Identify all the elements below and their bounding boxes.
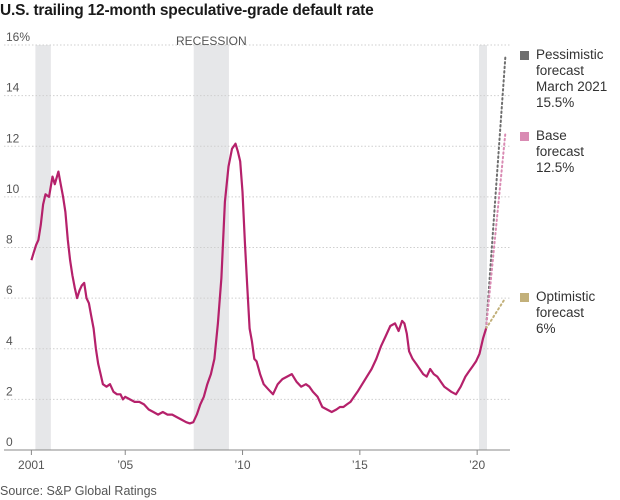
- chart-title: U.S. trailing 12-month speculative-grade…: [0, 2, 374, 19]
- x-tick-label: ’15: [352, 458, 368, 472]
- legend-optimistic-forecast: Optimistic forecast 6%: [520, 289, 620, 337]
- forecast-line-pessimistic: [485, 56, 507, 330]
- recession-band: [479, 45, 488, 450]
- y-tick-label: 4: [6, 334, 13, 348]
- legend-label-line: March 2021: [536, 79, 608, 94]
- legend-label-line: 15.5%: [536, 95, 575, 110]
- y-tick-label: 10: [6, 182, 20, 196]
- y-tick-label: 6: [6, 283, 13, 297]
- x-axis-tick-labels: 2001 ’05 ’10 ’15 ’20: [18, 450, 485, 472]
- y-axis-tick-labels: 16% 14 12 10 8 6 4 2 0: [6, 30, 30, 449]
- y-tick-label: 2: [6, 384, 13, 398]
- legend-label-line: Optimistic: [536, 289, 596, 304]
- legend-label-line: forecast: [536, 305, 585, 320]
- y-tick-label: 14: [6, 81, 20, 95]
- y-tick-label: 8: [6, 233, 13, 247]
- legend-label-line: 6%: [536, 321, 556, 336]
- legend-swatch-optimistic: [520, 293, 529, 302]
- x-tick-label: ’05: [117, 458, 133, 472]
- legend-swatch-base: [520, 132, 529, 141]
- y-tick-label: 12: [6, 131, 20, 145]
- gridlines: [4, 44, 510, 451]
- default-rate-series-line: [30, 142, 488, 425]
- recession-label: RECESSION: [176, 34, 247, 48]
- legend-label-line: forecast: [536, 144, 585, 159]
- forecast-lines: [485, 56, 507, 330]
- legend-label-line: Pessimistic: [536, 47, 604, 62]
- y-tick-label: 0: [6, 435, 13, 449]
- forecast-line-optimistic: [485, 297, 507, 330]
- legend-label-line: 12.5%: [536, 160, 575, 175]
- legend-label-line: Base: [536, 128, 567, 143]
- legend-base-forecast: Base forecast 12.5%: [520, 128, 620, 176]
- legend-swatch-pessimistic: [520, 51, 529, 60]
- x-tick-label: ’20: [469, 458, 485, 472]
- y-tick-label: 16%: [6, 30, 30, 44]
- source-note: Source: S&P Global Ratings: [0, 484, 157, 498]
- x-tick-label: 2001: [18, 458, 45, 472]
- x-tick-label: ’10: [235, 458, 251, 472]
- legend-label-line: forecast: [536, 63, 585, 78]
- legend-pessimistic-forecast: Pessimistic forecast March 2021 15.5%: [520, 47, 620, 111]
- forecast-line-base: [485, 132, 507, 330]
